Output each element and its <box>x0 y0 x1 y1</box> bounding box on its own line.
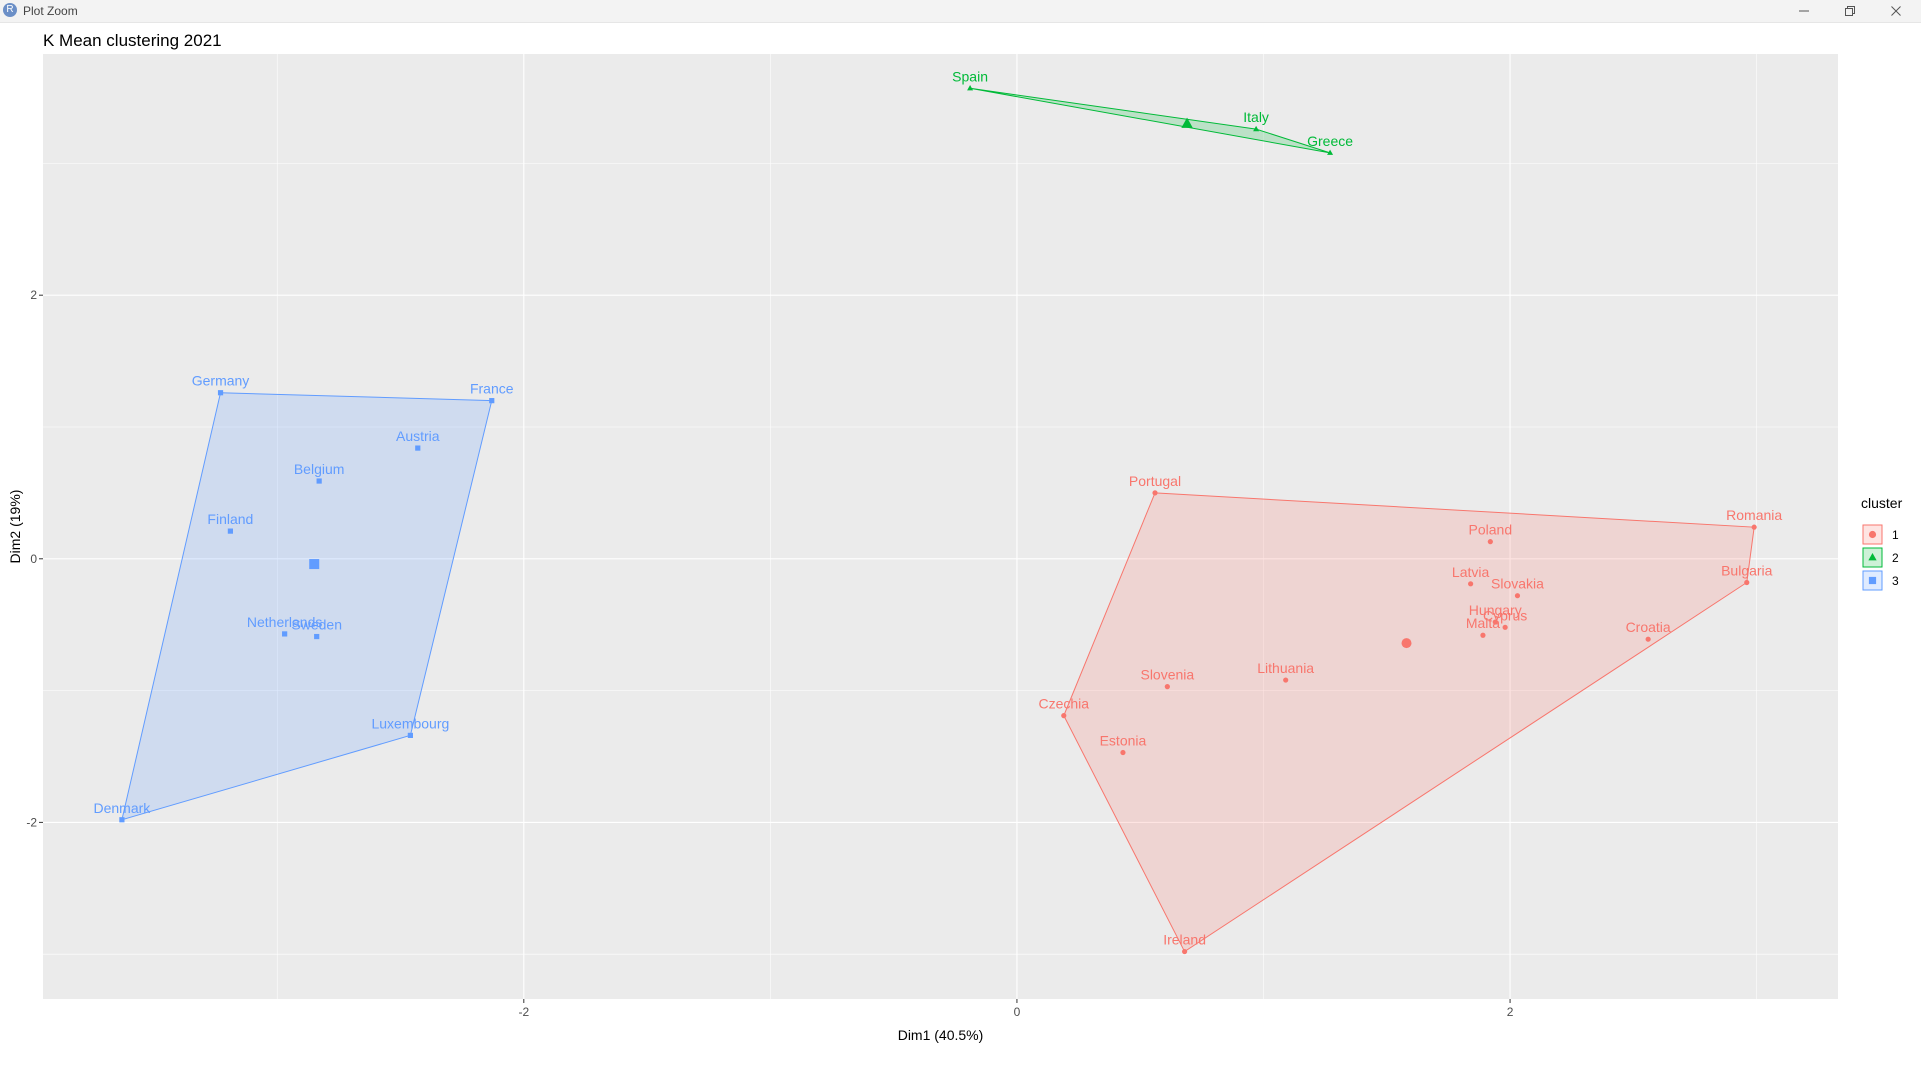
point-czechia <box>1061 713 1067 719</box>
legend-symbol-1 <box>1868 530 1877 539</box>
point-croatia <box>1645 636 1651 642</box>
plot-panel <box>43 54 1838 999</box>
point-italy <box>1253 125 1260 132</box>
minimize-button[interactable] <box>1781 0 1827 22</box>
point-ireland <box>1182 948 1188 955</box>
point-luxembourg <box>407 732 413 739</box>
r-app-icon: R <box>3 3 17 17</box>
legend-label-1: 1 <box>1892 528 1899 542</box>
point-belgium <box>316 478 322 484</box>
label-finland: Finland <box>207 511 253 527</box>
axes: -2 0 2 -2 0 2 <box>26 288 1513 1019</box>
label-france: France <box>470 381 514 397</box>
label-estonia: Estonia <box>1100 733 1147 749</box>
point-latvia <box>1468 581 1474 587</box>
x-axis-label: Dim1 (40.5%) <box>898 1027 984 1043</box>
label-lithuania: Lithuania <box>1257 660 1314 676</box>
y-tick-label: 2 <box>30 288 37 302</box>
cluster-2-centroid <box>1181 117 1193 128</box>
label-croatia: Croatia <box>1626 619 1671 635</box>
label-slovenia: Slovenia <box>1140 667 1194 683</box>
label-portugal: Portugal <box>1129 473 1181 489</box>
cluster-2-hull <box>969 87 1331 154</box>
label-bulgaria: Bulgaria <box>1721 563 1773 579</box>
label-sweden: Sweden <box>291 617 342 633</box>
legend: cluster 1 2 3 <box>1861 495 1903 591</box>
y-axis-label: Dim2 (19%) <box>7 490 23 564</box>
label-ireland: Ireland <box>1163 932 1206 948</box>
point-sweden <box>314 633 320 640</box>
label-netherlands: Netherlands <box>247 614 323 630</box>
cluster-plot: K Mean clustering 2021 PortugalRomaniaPo… <box>7 31 1903 1043</box>
label-czechia: Czechia <box>1038 696 1089 712</box>
legend-label-3: 3 <box>1892 574 1899 588</box>
label-luxembourg: Luxembourg <box>371 715 449 731</box>
label-romania: Romania <box>1726 507 1782 523</box>
minimize-icon <box>1799 10 1809 12</box>
label-spain: Spain <box>952 68 988 84</box>
point-poland <box>1487 539 1493 545</box>
major-gridlines <box>43 54 1838 999</box>
minor-gridlines <box>43 54 1838 999</box>
point-bulgaria <box>1744 579 1750 586</box>
point-austria <box>415 445 421 451</box>
legend-title: cluster <box>1861 495 1903 511</box>
legend-symbol-3 <box>1868 576 1877 585</box>
label-cyprus: Cyprus <box>1483 607 1527 623</box>
x-tick-label: 0 <box>1014 1005 1021 1019</box>
point-slovakia <box>1514 593 1521 599</box>
label-slovakia: Slovakia <box>1491 576 1544 592</box>
close-icon <box>1891 6 1901 16</box>
window-titlebar: R Plot Zoom <box>0 0 1921 23</box>
point-romania <box>1751 524 1757 530</box>
point-denmark <box>119 817 125 823</box>
label-belgium: Belgium <box>294 461 345 477</box>
label-latvia: Latvia <box>1452 564 1490 580</box>
x-tick-label: 2 <box>1507 1005 1514 1019</box>
close-button[interactable] <box>1873 0 1919 22</box>
y-tick-label: 0 <box>30 552 37 566</box>
label-italy: Italy <box>1243 109 1269 125</box>
cluster-1-hull <box>1063 492 1755 953</box>
label-hungary: Hungary <box>1469 602 1522 618</box>
cluster-3-centroid <box>309 559 320 570</box>
restore-button[interactable] <box>1827 0 1873 22</box>
cluster-1-centroid <box>1401 638 1412 649</box>
point-malta <box>1480 632 1486 638</box>
cluster-hulls <box>121 87 1755 953</box>
label-denmark: Denmark <box>94 800 152 816</box>
restore-icon <box>1845 6 1855 16</box>
point-lithuania <box>1283 677 1289 683</box>
point-france <box>489 398 495 404</box>
point-portugal <box>1152 490 1158 496</box>
point-estonia <box>1120 749 1126 756</box>
point-greece <box>1327 149 1334 155</box>
point-finland <box>227 528 233 534</box>
window-title: Plot Zoom <box>23 4 78 18</box>
label-austria: Austria <box>396 428 440 444</box>
label-germany: Germany <box>192 373 250 389</box>
point-spain <box>967 85 974 91</box>
point-germany <box>217 390 224 396</box>
label-greece: Greece <box>1307 133 1353 149</box>
chart-title: K Mean clustering 2021 <box>43 31 222 50</box>
x-tick-label: -2 <box>518 1005 529 1019</box>
point-cyprus <box>1502 624 1508 630</box>
legend-label-2: 2 <box>1892 551 1899 565</box>
y-tick-label: -2 <box>26 815 37 829</box>
point-hungary <box>1492 619 1498 625</box>
label-poland: Poland <box>1469 522 1513 538</box>
point-slovenia <box>1164 684 1170 690</box>
legend-symbol-2 <box>1868 553 1877 561</box>
data-points <box>119 85 1757 955</box>
label-malta: Malta <box>1466 615 1500 631</box>
point-netherlands <box>282 631 288 637</box>
